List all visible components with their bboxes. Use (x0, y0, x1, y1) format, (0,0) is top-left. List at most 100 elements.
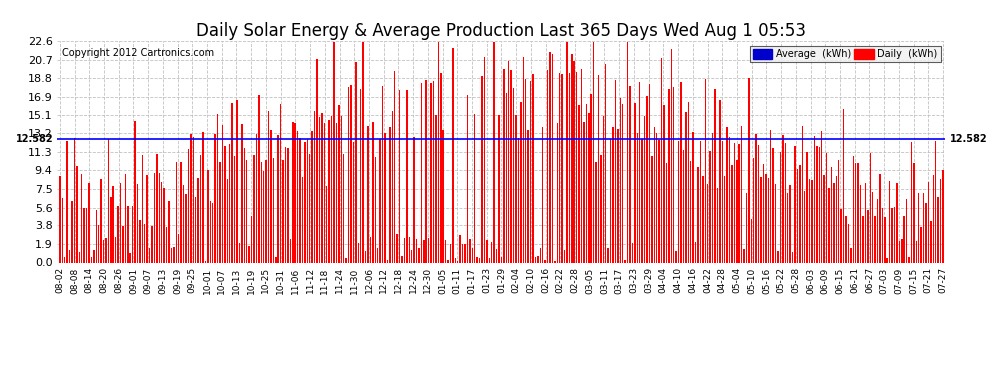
Bar (292, 123, 293, 262)
Bar (942, 170, 943, 262)
Bar (845, 216, 846, 262)
Bar (653, 127, 655, 262)
Bar (151, 226, 152, 262)
Bar (750, 219, 752, 262)
Bar (156, 154, 157, 262)
Bar (675, 251, 677, 262)
Bar (459, 236, 461, 262)
Bar (210, 201, 211, 262)
Bar (355, 62, 356, 262)
Bar (814, 136, 815, 262)
Bar (513, 88, 514, 262)
Bar (826, 153, 828, 262)
Bar (705, 78, 706, 262)
Text: 12.582: 12.582 (949, 134, 987, 144)
Bar (250, 216, 252, 262)
Bar (244, 148, 245, 262)
Bar (802, 126, 803, 262)
Bar (556, 123, 558, 262)
Bar (581, 69, 582, 262)
Bar (578, 105, 580, 262)
Bar (396, 234, 398, 262)
Bar (644, 117, 645, 262)
Bar (673, 87, 674, 262)
Bar (501, 257, 502, 262)
Bar (882, 208, 883, 262)
Bar (197, 178, 199, 262)
Bar (287, 148, 289, 262)
Bar (797, 169, 798, 262)
Bar (88, 183, 90, 262)
Legend: Average  (kWh), Daily  (kWh): Average (kWh), Daily (kWh) (749, 46, 940, 62)
Bar (59, 176, 60, 262)
Bar (462, 244, 463, 262)
Bar (811, 180, 813, 262)
Bar (571, 54, 572, 262)
Bar (202, 132, 204, 262)
Bar (777, 251, 779, 262)
Bar (175, 162, 177, 262)
Bar (224, 146, 226, 262)
Bar (506, 93, 507, 262)
Bar (144, 224, 146, 262)
Bar (343, 154, 345, 262)
Bar (185, 194, 187, 262)
Bar (576, 72, 577, 262)
Bar (590, 94, 592, 262)
Bar (785, 142, 786, 262)
Bar (809, 179, 810, 262)
Bar (331, 116, 333, 262)
Bar (493, 42, 495, 262)
Bar (326, 186, 328, 262)
Bar (637, 133, 638, 262)
Bar (889, 182, 890, 262)
Bar (132, 206, 134, 262)
Bar (394, 71, 395, 262)
Bar (911, 142, 912, 262)
Bar (362, 42, 364, 262)
Bar (528, 129, 529, 262)
Bar (428, 237, 430, 262)
Bar (304, 142, 306, 262)
Bar (850, 248, 851, 262)
Bar (608, 248, 609, 262)
Bar (319, 117, 320, 262)
Bar (852, 156, 854, 262)
Bar (792, 252, 793, 262)
Bar (923, 194, 925, 262)
Bar (617, 129, 619, 262)
Bar (799, 165, 801, 262)
Bar (431, 83, 432, 262)
Bar (523, 57, 524, 262)
Bar (515, 115, 517, 262)
Bar (399, 90, 400, 262)
Bar (445, 240, 446, 262)
Bar (588, 113, 589, 262)
Bar (600, 155, 602, 262)
Bar (561, 74, 563, 262)
Bar (255, 134, 257, 262)
Bar (416, 240, 417, 262)
Bar (625, 260, 626, 262)
Bar (656, 133, 657, 262)
Bar (190, 134, 192, 262)
Bar (610, 139, 612, 262)
Bar (593, 42, 594, 262)
Bar (554, 261, 555, 262)
Bar (542, 128, 544, 262)
Bar (648, 84, 650, 262)
Bar (559, 73, 560, 262)
Bar (665, 163, 667, 262)
Bar (926, 203, 927, 262)
Bar (540, 248, 541, 262)
Bar (538, 256, 539, 262)
Bar (438, 42, 440, 262)
Bar (862, 216, 863, 262)
Bar (307, 139, 308, 262)
Bar (115, 237, 117, 262)
Bar (336, 123, 338, 262)
Bar (605, 63, 607, 262)
Bar (661, 58, 662, 262)
Bar (391, 111, 393, 262)
Bar (549, 52, 550, 262)
